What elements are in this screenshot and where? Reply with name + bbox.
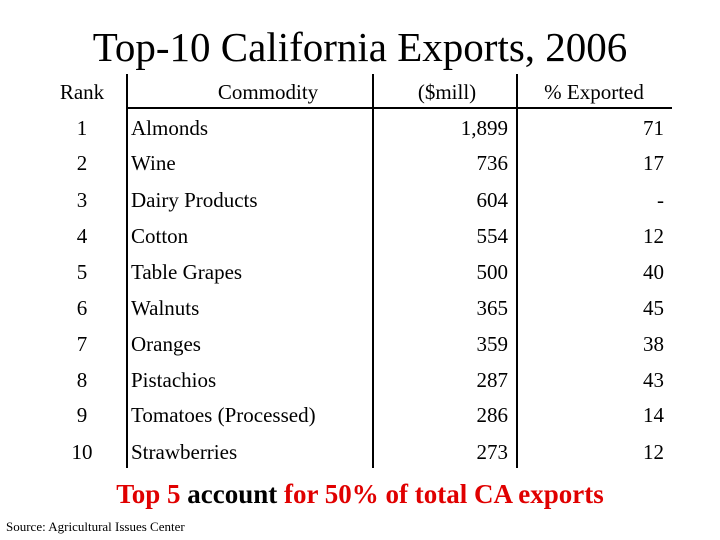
- summary-note-top5: Top 5: [116, 479, 181, 509]
- row-3-rank: 3: [76, 188, 88, 212]
- row-1-pct: 71: [643, 116, 664, 140]
- value-divider: [516, 74, 518, 468]
- row-5-value: 500: [476, 260, 509, 284]
- row-1-commodity: Almonds: [131, 116, 209, 140]
- row-10-value: 273: [476, 440, 509, 464]
- header-commodity: Commodity: [217, 80, 319, 104]
- row-7-rank: 7: [76, 332, 88, 356]
- row-10-commodity: Strawberries: [131, 440, 238, 464]
- row-6-value: 365: [476, 296, 509, 320]
- row-9-pct: 14: [643, 403, 664, 427]
- row-3-value: 604: [476, 188, 509, 212]
- row-5-pct: 40: [643, 260, 664, 284]
- header-underline: [126, 107, 672, 109]
- row-6-pct: 45: [643, 296, 664, 320]
- rank-divider: [126, 74, 128, 468]
- row-8-pct: 43: [643, 368, 664, 392]
- row-2-rank: 2: [76, 151, 88, 175]
- row-8-value: 287: [476, 368, 509, 392]
- row-7-commodity: Oranges: [131, 332, 201, 356]
- row-10-rank: 10: [71, 440, 93, 464]
- row-2-pct: 17: [643, 151, 664, 175]
- row-3-pct: -: [657, 188, 664, 212]
- row-8-commodity: Pistachios: [131, 368, 217, 392]
- row-9-rank: 9: [76, 403, 88, 427]
- summary-note: Top 5 account for 50% of total CA export…: [0, 478, 720, 510]
- row-5-rank: 5: [76, 260, 88, 284]
- header-value: ($mill): [417, 80, 477, 104]
- header-pct-exported: % Exported: [544, 80, 644, 104]
- row-2-commodity: Wine: [131, 151, 176, 175]
- row-4-pct: 12: [643, 224, 664, 248]
- row-4-value: 554: [476, 224, 509, 248]
- row-1-value: 1,899: [460, 116, 508, 140]
- row-6-rank: 6: [76, 296, 88, 320]
- exports-table: Rank Commodity ($mill) % Exported 1 Almo…: [38, 72, 672, 468]
- row-4-commodity: Cotton: [131, 224, 189, 248]
- summary-note-share: for 50% of total CA exports: [284, 479, 604, 509]
- page-title: Top-10 California Exports, 2006: [92, 24, 628, 70]
- row-2-value: 736: [476, 151, 509, 175]
- row-7-pct: 38: [643, 332, 664, 356]
- row-4-rank: 4: [76, 224, 88, 248]
- row-5-commodity: Table Grapes: [131, 260, 243, 284]
- summary-note-account: account: [180, 479, 285, 509]
- row-10-pct: 12: [643, 440, 664, 464]
- row-9-commodity: Tomatoes (Processed): [131, 403, 316, 427]
- row-7-value: 359: [476, 332, 509, 356]
- row-3-commodity: Dairy Products: [131, 188, 258, 212]
- header-rank: Rank: [59, 80, 105, 104]
- row-9-value: 286: [476, 403, 509, 427]
- commodity-divider: [372, 74, 374, 468]
- row-8-rank: 8: [76, 368, 88, 392]
- source-citation: Source: Agricultural Issues Center: [6, 519, 185, 534]
- row-1-rank: 1: [76, 116, 88, 140]
- row-6-commodity: Walnuts: [131, 296, 200, 320]
